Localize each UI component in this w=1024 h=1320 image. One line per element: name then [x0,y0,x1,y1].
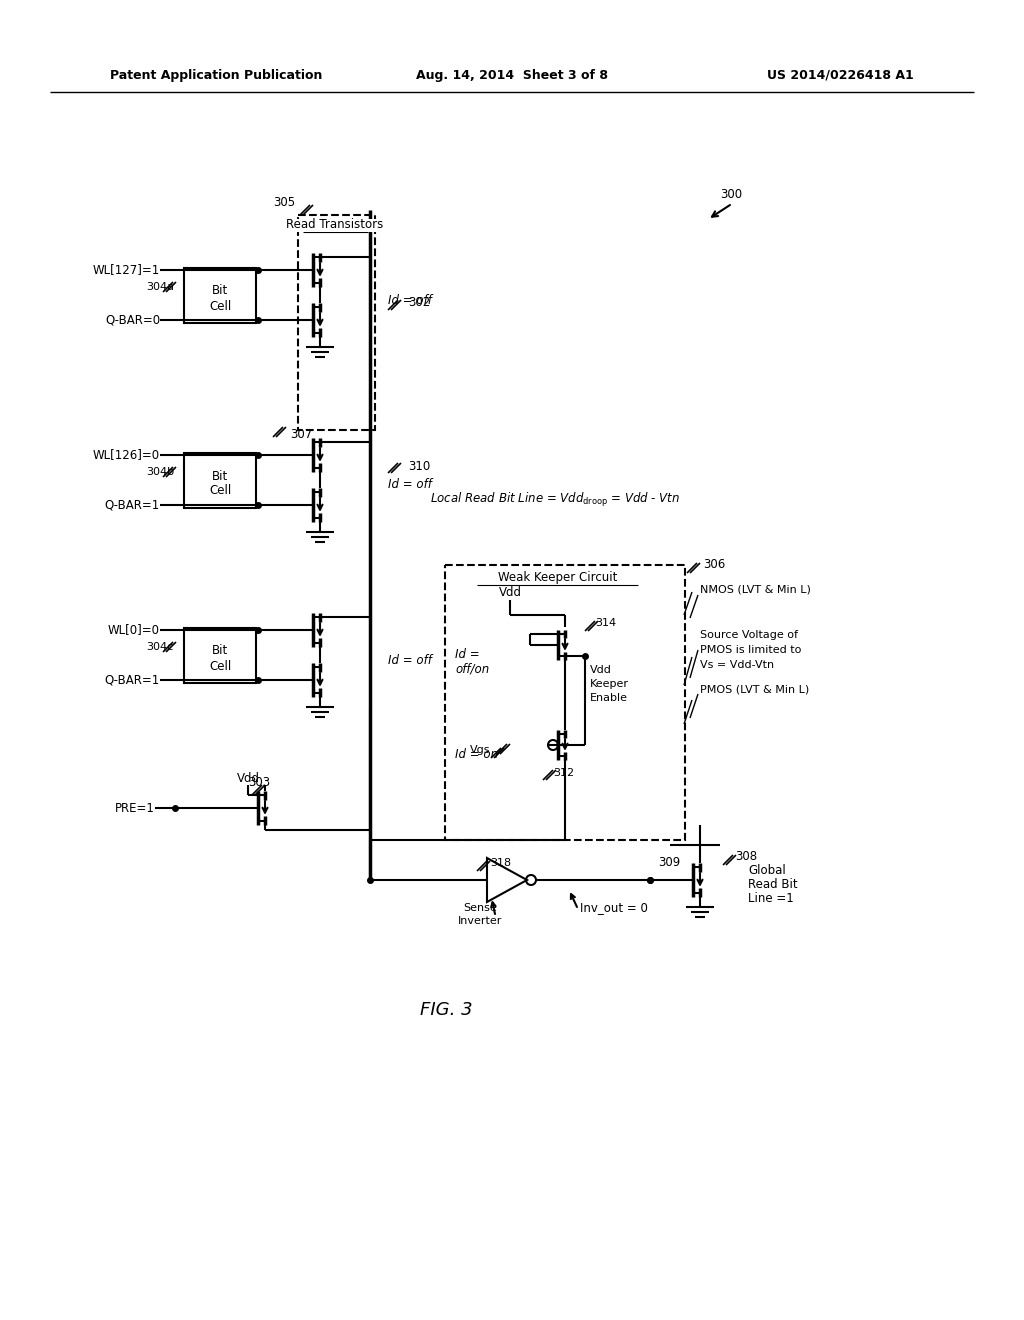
Text: 304b: 304b [146,467,174,477]
Text: Vgs: Vgs [469,744,490,755]
Text: Id = off: Id = off [388,653,432,667]
Bar [184,268,256,323]
Text: off/on: off/on [455,663,489,676]
Text: Inverter: Inverter [458,916,502,927]
Text: 306: 306 [703,558,725,572]
Text: NMOS (LVT & Min L): NMOS (LVT & Min L) [700,585,811,595]
Text: 300: 300 [720,189,742,202]
Text: WL[126]=0: WL[126]=0 [93,449,160,462]
Text: Patent Application Publication: Patent Application Publication [110,69,323,82]
Text: 303: 303 [248,776,270,789]
Text: 309: 309 [658,855,680,869]
Text: WL[127]=1: WL[127]=1 [93,264,160,276]
Text: US 2014/0226418 A1: US 2014/0226418 A1 [767,69,914,82]
Text: Cell: Cell [209,484,231,498]
Text: Id = on: Id = on [455,748,498,762]
Text: Q-BAR=0: Q-BAR=0 [104,314,160,326]
Text: Cell: Cell [209,300,231,313]
Text: Local Read Bit Line = Vdd$_{\rm droop}$ = Vdd - Vtn: Local Read Bit Line = Vdd$_{\rm droop}$ … [430,491,680,510]
Text: Keeper: Keeper [590,678,629,689]
Text: PRE=1: PRE=1 [115,801,155,814]
Text: Cell: Cell [209,660,231,672]
Text: 318: 318 [490,858,511,869]
Text: Weak Keeper Circuit: Weak Keeper Circuit [499,570,617,583]
Text: Bit: Bit [212,285,228,297]
Text: Global: Global [748,863,785,876]
Text: Read Transistors: Read Transistors [287,219,384,231]
Text: Sense: Sense [463,903,497,913]
Text: 308: 308 [735,850,757,863]
Text: Id =: Id = [455,648,479,661]
Text: 314: 314 [595,618,616,628]
Text: Q-BAR=1: Q-BAR=1 [104,673,160,686]
Text: Vdd: Vdd [590,665,612,675]
Text: Read Bit: Read Bit [748,878,798,891]
Text: Vdd: Vdd [237,771,259,784]
Text: Enable: Enable [590,693,628,704]
Text: Aug. 14, 2014  Sheet 3 of 8: Aug. 14, 2014 Sheet 3 of 8 [416,69,608,82]
Text: 304a: 304a [146,282,174,292]
Bar [184,628,256,682]
Text: 302: 302 [408,296,430,309]
Text: Bit: Bit [212,470,228,483]
Text: Vdd: Vdd [499,586,521,599]
Text: 310: 310 [408,459,430,473]
Text: PMOS is limited to: PMOS is limited to [700,645,802,655]
Text: PMOS (LVT & Min L): PMOS (LVT & Min L) [700,685,809,696]
Text: Id = off: Id = off [388,293,432,306]
Text: 307: 307 [290,429,312,441]
Text: WL[0]=0: WL[0]=0 [108,623,160,636]
Text: Q-BAR=1: Q-BAR=1 [104,499,160,511]
Text: Inv_out = 0: Inv_out = 0 [580,902,648,915]
Text: Source Voltage of: Source Voltage of [700,630,798,640]
Text: 312: 312 [553,768,574,777]
Text: 304c: 304c [146,642,173,652]
Text: Id = off: Id = off [388,479,432,491]
Bar [184,453,256,508]
Text: Line =1: Line =1 [748,891,794,904]
Text: FIG. 3: FIG. 3 [420,1001,473,1019]
Text: Bit: Bit [212,644,228,657]
Text: Vs = Vdd-Vtn: Vs = Vdd-Vtn [700,660,774,671]
Text: 305: 305 [272,197,295,210]
